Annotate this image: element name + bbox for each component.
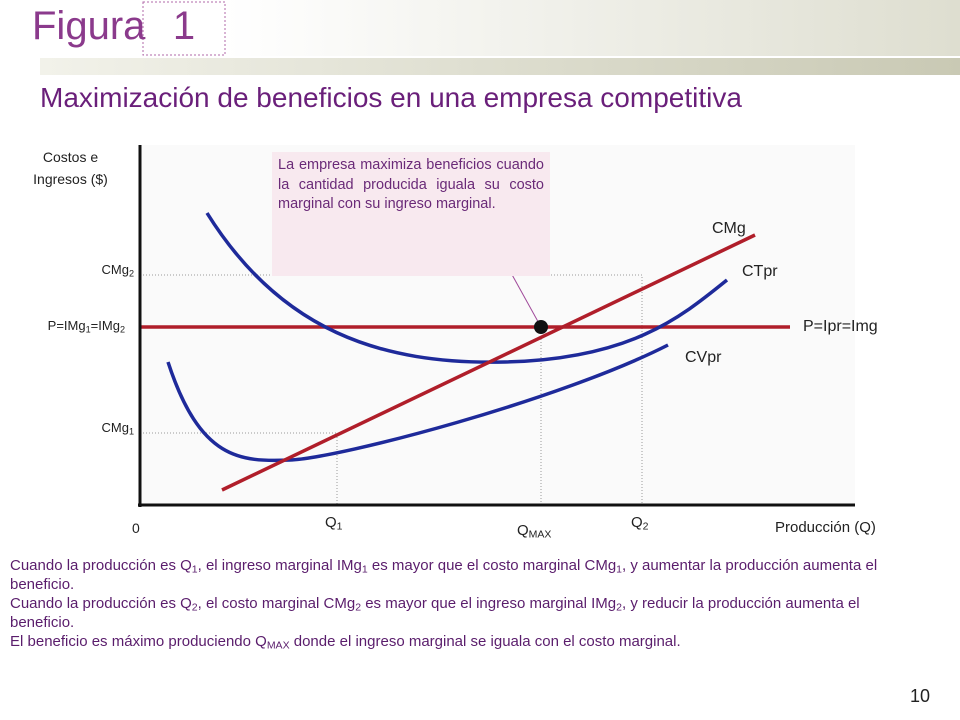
qmax-label: QMAX [517,522,552,541]
note-paragraph: Cuando la producción es Q1, el ingreso m… [10,556,910,594]
cmg-curve-label: CMg [712,220,746,237]
subscript: 2 [119,324,125,335]
price-curve-label: P=Ipr=Img [803,318,878,335]
page-number: 10 [910,686,931,706]
subscript: 1 [616,563,622,576]
text-run: Cuando la producción es Q [10,595,192,612]
optimum-point [534,320,548,334]
subscript: 2 [616,601,622,614]
subscript: 1 [128,426,134,437]
text-run: , el costo marginal CMg [197,595,356,612]
cmg2-label: CMg2 [101,262,134,279]
ctpr-curve-label: CTpr [742,263,778,280]
q1-label: Q1 [325,514,343,533]
cvpr-curve-label: CVpr [685,349,722,366]
text-run: CMg [101,420,129,435]
subscript: 2 [128,268,134,279]
text-run: es mayor que el ingreso marginal IMg [361,595,617,612]
text-run: , y reducir la producción aumenta el ben… [10,595,860,631]
text-run: Q [631,514,643,531]
subscript: 2 [642,520,649,533]
y-axis-label-line: Ingresos ($) [33,171,108,187]
text-run: =IMg [90,318,120,333]
text-run: Q [325,514,337,531]
figure-box [142,1,226,56]
cmg-line [221,233,756,492]
subscript: MAX [266,639,290,652]
subscript: MAX [528,528,552,541]
notes: Cuando la producción es Q1, el ingreso m… [10,556,910,651]
text-run: , y aumentar la producción aumenta el be… [10,557,878,593]
subscript: 1 [85,324,91,335]
text-run: El beneficio es máximo produciendo Q [10,633,267,650]
cmg1-label: CMg1 [101,420,134,437]
q2-label: Q2 [631,514,649,533]
price-label: P=IMg1=IMg2 [47,318,125,335]
callout: La empresa maximiza beneficios cuando la… [272,152,550,276]
y-axis-label-line: Costos e [42,149,99,165]
subscript: 1 [361,563,368,576]
text-run: , el ingreso marginal IMg [197,557,362,574]
text-run: donde el ingreso marginal se iguala con … [289,633,681,650]
text-run: Q [517,522,529,539]
text-run: P=IMg [47,318,86,333]
figure-number: 1 [172,4,196,48]
figure-label: Figura [32,4,146,48]
subscript: 1 [336,520,343,533]
note-paragraph: El beneficio es máximo produciendo QMAX … [10,632,910,651]
header-bg [225,0,960,56]
text-run: es mayor que el costo marginal CMg [367,557,617,574]
origin-label: 0 [132,520,140,536]
subscript: 1 [191,563,198,576]
header-band [40,58,960,75]
guides [140,274,643,505]
note-paragraph: Cuando la producción es Q2, el costo mar… [10,594,910,632]
subscript: 2 [355,601,362,614]
subscript: 2 [191,601,198,614]
title: Maximización de beneficios en una empres… [40,82,742,113]
y-axis-label: Costos e Ingresos ($) [8,146,133,190]
x-axis-label: Producción (Q) [775,519,876,536]
cvpr-curve [166,343,669,463]
text-run: CMg [101,262,129,277]
text-run: Cuando la producción es Q [10,557,192,574]
